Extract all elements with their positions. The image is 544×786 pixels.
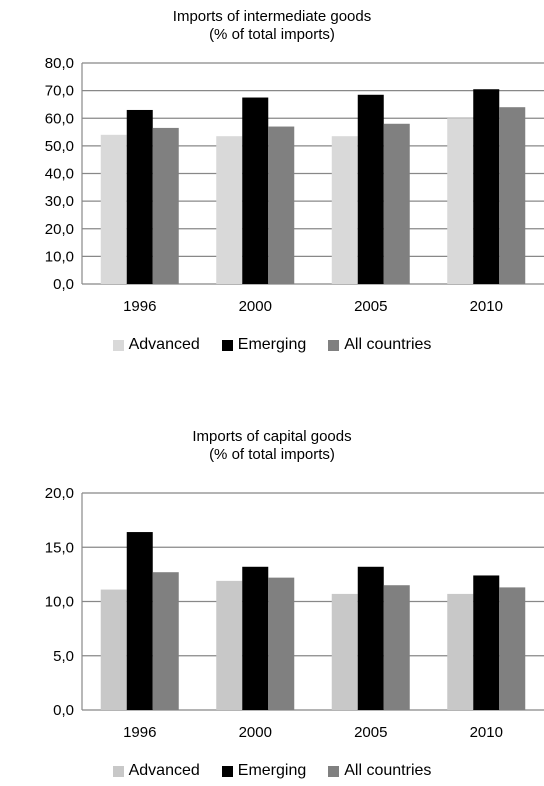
legend-label: Emerging	[237, 762, 307, 779]
legend-swatch	[112, 339, 124, 351]
chart-title-block: Imports of intermediate goods (% of tota…	[0, 8, 544, 44]
x-tick-label: 2005	[354, 724, 387, 741]
chart-subtitle: (% of total imports)	[209, 26, 335, 43]
bar-emerging-2000	[242, 566, 269, 710]
bar-advanced-2010	[447, 118, 474, 284]
legend-swatch	[221, 765, 233, 777]
bar-emerging-2005	[357, 566, 384, 710]
bar-emerging-2000	[242, 97, 269, 284]
bar-all-countries-1996	[152, 572, 179, 710]
chart-title: Imports of intermediate goods	[172, 8, 372, 25]
legend-swatch	[221, 339, 233, 351]
x-tick-label: 1996	[123, 298, 156, 315]
bar-emerging-1996	[126, 109, 153, 285]
x-tick-label: 2005	[354, 298, 387, 315]
chart-plot: 0,0 5,0 10,0 15,0 20,0 1996 2000 2005 2010	[45, 485, 544, 741]
bar-all-countries-2000	[268, 577, 295, 710]
legend-swatch	[112, 765, 124, 777]
bar-advanced-1996	[100, 589, 127, 710]
x-tick-label: 2010	[470, 724, 503, 741]
y-tick-label: 40,0	[45, 166, 74, 183]
y-tick-label: 0,0	[53, 276, 74, 293]
chart-capital-goods: Imports of capital goods (% of total imp…	[0, 420, 544, 786]
legend-label: Advanced	[128, 762, 200, 779]
bar-advanced-2000	[216, 580, 243, 710]
y-tick-label: 15,0	[45, 539, 74, 556]
chart-intermediate-goods: Imports of intermediate goods (% of tota…	[0, 0, 544, 380]
legend-item-advanced: Advanced	[112, 762, 200, 780]
bar-advanced-2010	[447, 593, 474, 710]
y-tick-label: 10,0	[45, 594, 74, 611]
legend-item-all-countries: All countries	[328, 336, 431, 354]
legend-swatch	[328, 339, 340, 351]
legend-swatch	[328, 765, 340, 777]
legend-label: All countries	[344, 336, 432, 353]
chart-title-block: Imports of capital goods (% of total imp…	[0, 428, 544, 464]
bar-advanced-2000	[216, 136, 243, 284]
legend-item-all-countries: All countries	[328, 762, 431, 780]
y-tick-label: 50,0	[45, 138, 74, 155]
y-tick-label: 0,0	[53, 702, 74, 719]
legend-item-advanced: Advanced	[112, 336, 200, 354]
y-tick-label: 20,0	[45, 485, 74, 502]
chart-legend: Advanced Emerging All countries	[0, 762, 544, 780]
legend-item-emerging: Emerging	[221, 762, 307, 780]
legend-label: Advanced	[128, 336, 200, 353]
y-tick-label: 5,0	[53, 648, 74, 665]
y-tick-label: 30,0	[45, 193, 74, 210]
legend-label: Emerging	[237, 336, 307, 353]
x-tick-label: 2000	[239, 724, 272, 741]
y-tick-label: 20,0	[45, 221, 74, 238]
bar-emerging-2010	[473, 575, 500, 710]
bar-all-countries-2010	[499, 107, 526, 284]
bar-all-countries-2005	[383, 123, 410, 285]
bar-all-countries-1996	[152, 127, 179, 284]
x-tick-label: 1996	[123, 724, 156, 741]
y-tick-label: 70,0	[45, 83, 74, 100]
bar-emerging-1996	[126, 532, 153, 710]
y-tick-label: 10,0	[45, 248, 74, 265]
bar-emerging-2005	[357, 94, 384, 284]
chart-plot: 0,0 10,0 20,0 30,0 40,0 50,0 60,0 70,0 80,0 1996 2…	[45, 55, 544, 315]
bar-emerging-2010	[473, 89, 500, 285]
x-tick-label: 2010	[470, 298, 503, 315]
bar-all-countries-2005	[383, 585, 410, 710]
legend-item-emerging: Emerging	[221, 336, 307, 354]
chart-subtitle: (% of total imports)	[209, 446, 335, 463]
legend-label: All countries	[344, 762, 432, 779]
bar-all-countries-2000	[268, 126, 295, 284]
bar-all-countries-2010	[499, 587, 526, 710]
bar-advanced-1996	[100, 134, 127, 284]
bar-advanced-2005	[331, 593, 358, 710]
x-tick-label: 2000	[239, 298, 272, 315]
chart-title: Imports of capital goods	[192, 428, 352, 445]
chart-legend: Advanced Emerging All countries	[0, 336, 544, 354]
y-tick-label: 60,0	[45, 110, 74, 127]
bar-advanced-2005	[331, 136, 358, 284]
y-tick-label: 80,0	[45, 55, 74, 72]
